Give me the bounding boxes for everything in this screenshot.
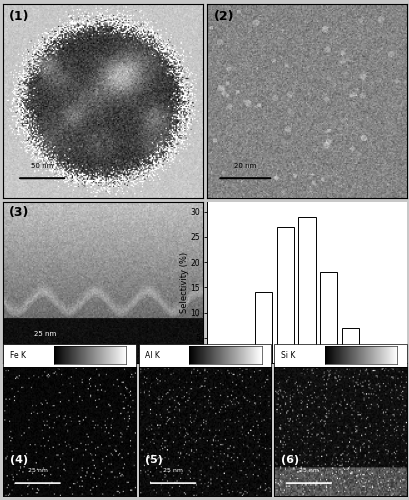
- Y-axis label: Selectivity (%): Selectivity (%): [179, 252, 188, 313]
- Text: 50 nm: 50 nm: [31, 162, 53, 168]
- X-axis label: Wide (nm): Wide (nm): [283, 381, 330, 390]
- Text: 25 nm: 25 nm: [27, 468, 47, 473]
- Bar: [211, 358, 229, 363]
- Bar: [341, 328, 358, 363]
- Text: 25 nm: 25 nm: [163, 468, 183, 473]
- Text: 25 nm: 25 nm: [34, 331, 56, 337]
- Bar: [298, 216, 315, 363]
- FancyBboxPatch shape: [274, 344, 406, 367]
- Text: (1): (1): [9, 10, 30, 23]
- Bar: [362, 358, 380, 363]
- Text: Si K: Si K: [281, 351, 295, 360]
- FancyBboxPatch shape: [139, 344, 270, 367]
- Bar: [384, 358, 401, 363]
- FancyBboxPatch shape: [3, 344, 135, 367]
- Text: (5): (5): [145, 454, 163, 464]
- Bar: [233, 350, 250, 363]
- Bar: [254, 292, 272, 363]
- Bar: [319, 272, 337, 363]
- Text: (3): (3): [9, 206, 29, 220]
- Text: (6): (6): [281, 454, 299, 464]
- Bar: [276, 227, 293, 363]
- Text: (2): (2): [213, 10, 234, 23]
- Text: Al K: Al K: [145, 351, 160, 360]
- Text: Fe K: Fe K: [10, 351, 26, 360]
- Text: 20 nm: 20 nm: [234, 162, 256, 168]
- Text: (4): (4): [10, 454, 28, 464]
- Text: 25 nm: 25 nm: [298, 468, 318, 473]
